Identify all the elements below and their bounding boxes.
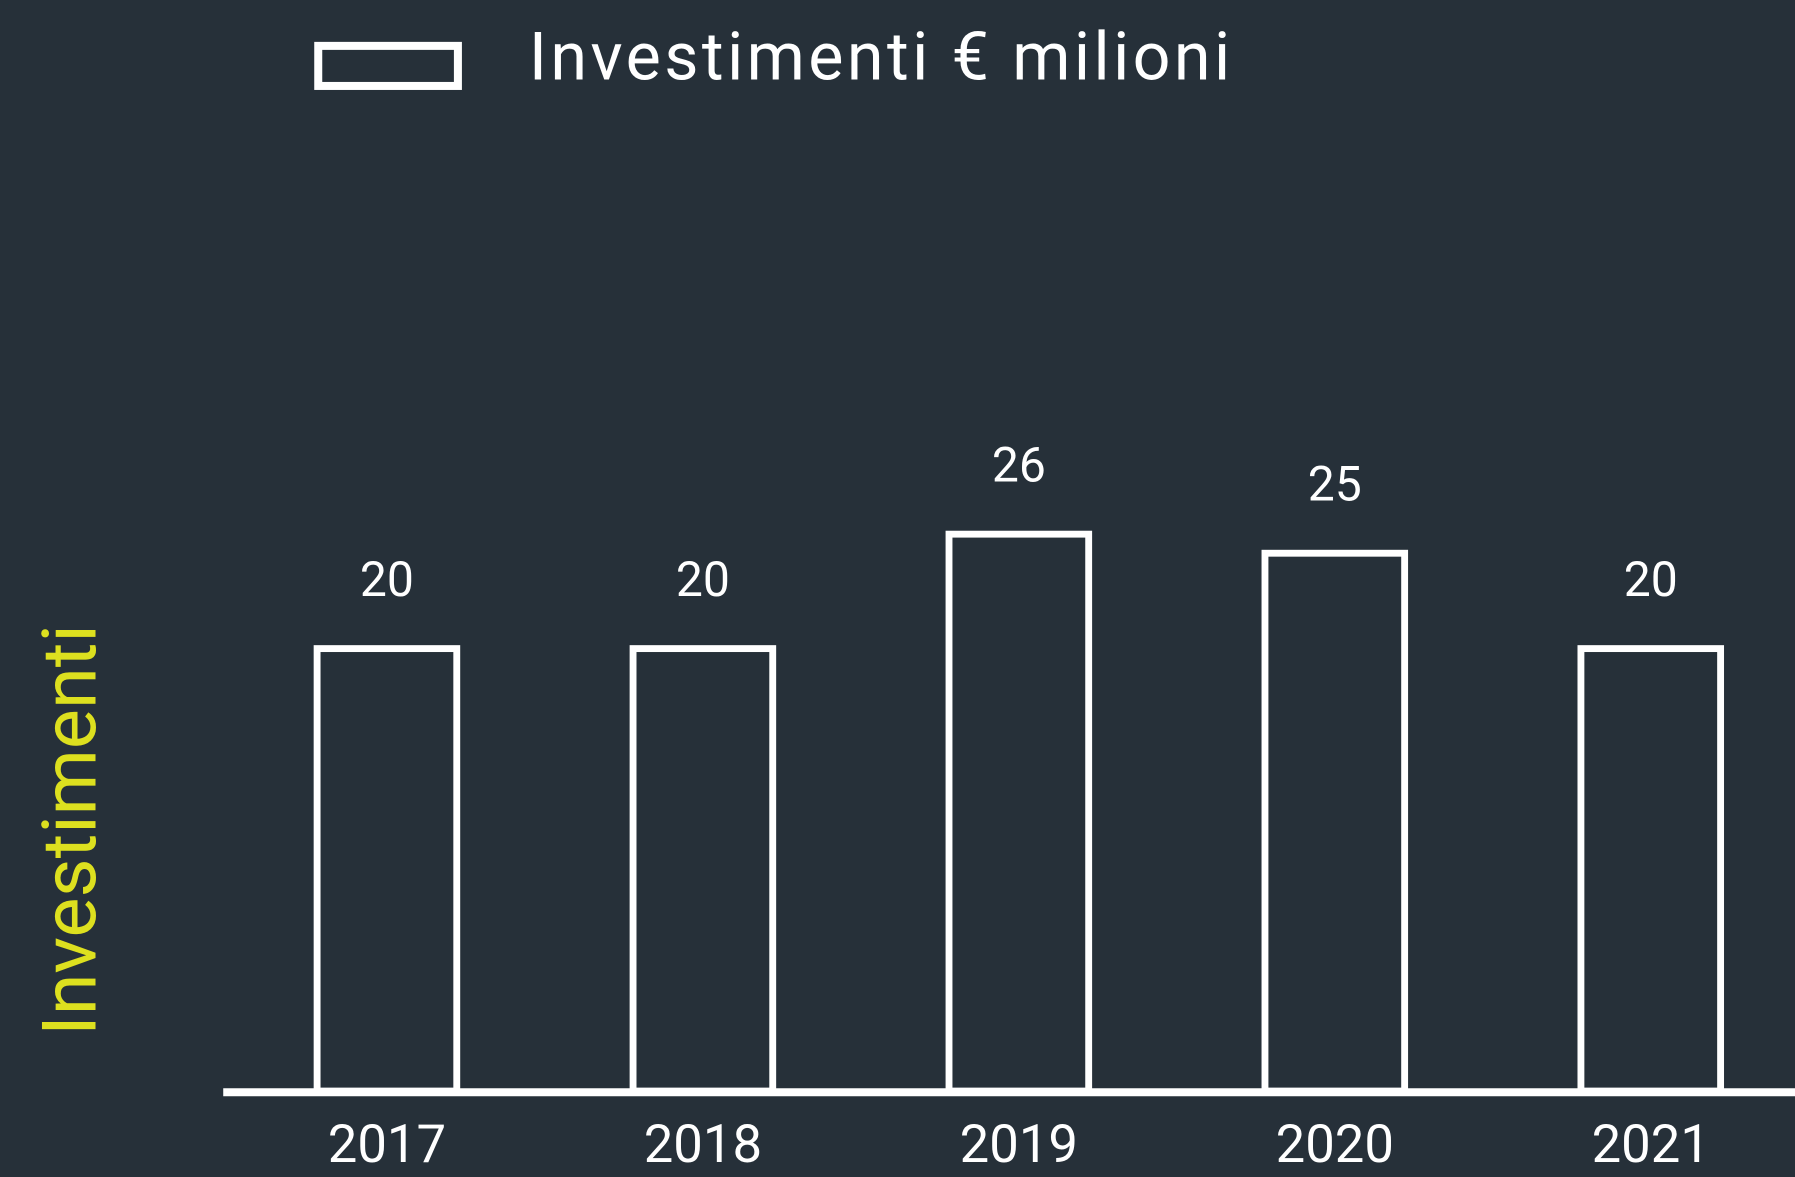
value-label: 20 (360, 551, 414, 608)
x-tick-label: 2018 (644, 1113, 762, 1175)
legend-swatch (314, 41, 462, 90)
legend-label: Investimenti € milioni (529, 18, 1234, 96)
bar (1577, 645, 1725, 1095)
x-tick-label: 2017 (328, 1113, 446, 1175)
x-tick-label: 2021 (1592, 1113, 1710, 1175)
value-label: 26 (992, 437, 1046, 494)
value-label: 20 (676, 551, 730, 608)
bar (313, 645, 461, 1095)
x-tick-label: 2020 (1276, 1113, 1394, 1175)
x-tick-label: 2019 (960, 1113, 1078, 1175)
bar (629, 645, 777, 1095)
value-label: 20 (1624, 551, 1678, 608)
y-axis-label: Investimenti (27, 624, 115, 1036)
value-label: 25 (1308, 456, 1362, 513)
bar (1261, 549, 1409, 1095)
bar (945, 530, 1093, 1095)
